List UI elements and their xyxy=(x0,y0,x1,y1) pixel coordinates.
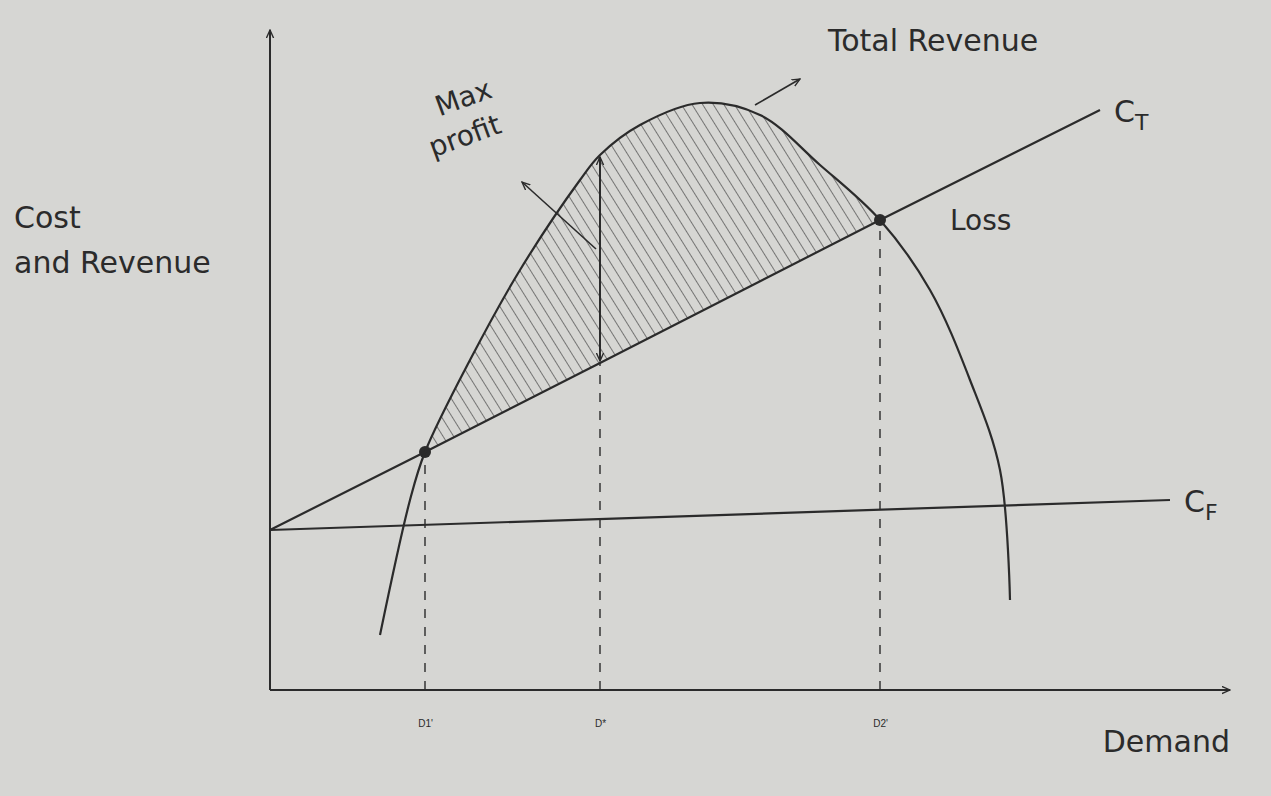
series-line xyxy=(270,110,1100,530)
annotation-pointer xyxy=(522,182,596,249)
x-tick: D* xyxy=(595,690,606,729)
x-axis: D1' D* D2' xyxy=(270,690,1230,729)
plot-marks xyxy=(270,103,1170,690)
guide-line xyxy=(879,220,880,690)
max-profit-arrow xyxy=(599,157,601,361)
guide-line xyxy=(424,452,425,690)
chart: D1' D* D2' Costand Revenue Demand Total Reven… xyxy=(0,0,1271,796)
series-line xyxy=(380,103,1010,635)
x-axis-title: Demand xyxy=(1103,724,1230,759)
y-axis-line xyxy=(269,30,271,690)
labels: Total Revenue CT CF Maxprofit Loss xyxy=(412,23,1218,525)
series-label: CT xyxy=(1114,94,1149,135)
x-tick-label: D* xyxy=(595,718,606,729)
tick-guides xyxy=(425,220,880,690)
series-label: Total Revenue xyxy=(827,23,1038,58)
annotation: Maxprofit xyxy=(412,72,509,164)
series-label: CF xyxy=(1184,484,1218,525)
profit-region xyxy=(425,103,880,452)
annotation-group: Maxprofit xyxy=(412,72,509,164)
label-pointer xyxy=(755,79,800,105)
series-line xyxy=(270,500,1170,530)
x-tick-label: D1' xyxy=(418,718,433,729)
guide-line xyxy=(599,363,600,690)
y-axis-title: Costand Revenue xyxy=(14,200,211,280)
x-tick: D1' xyxy=(418,690,433,729)
x-axis-line xyxy=(270,689,1230,691)
x-tick-label: D2' xyxy=(873,718,888,729)
annotation: Loss xyxy=(950,204,1011,237)
x-tick: D2' xyxy=(873,690,888,729)
y-axis xyxy=(270,30,271,690)
